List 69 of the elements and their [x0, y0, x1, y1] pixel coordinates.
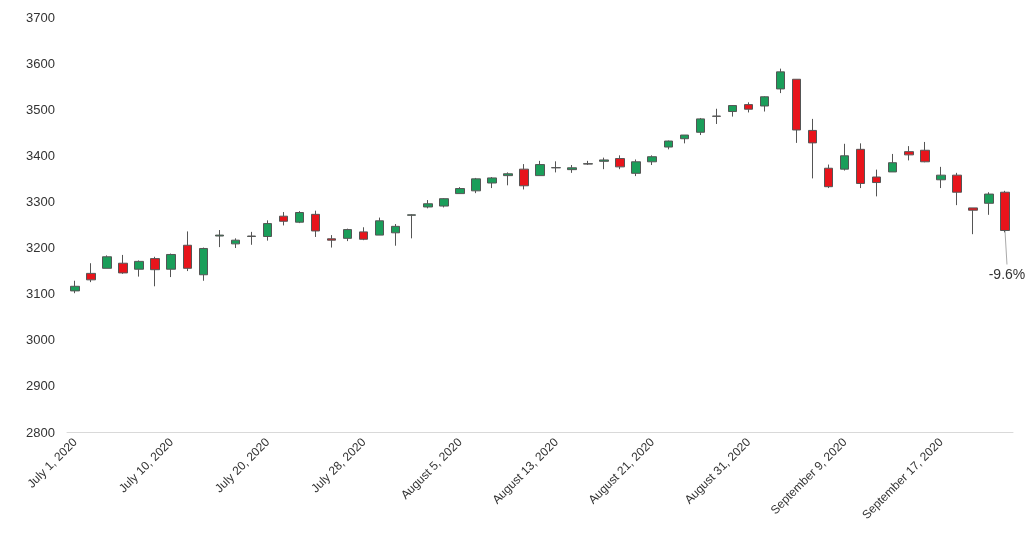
candlestick — [359, 226, 368, 241]
y-tick-label: 3300 — [26, 193, 55, 209]
candlestick — [295, 210, 304, 224]
candlestick — [631, 158, 641, 177]
candlestick — [551, 160, 561, 173]
y-tick-label: 3400 — [26, 147, 55, 163]
y-tick-label: 3000 — [26, 332, 55, 348]
y-tick-label: 2900 — [26, 378, 55, 394]
candlestick — [984, 191, 994, 216]
candlestick — [487, 176, 497, 189]
candlestick — [680, 134, 689, 144]
candlestick — [872, 169, 881, 197]
y-tick-label: 3700 — [26, 9, 55, 25]
candlestick — [183, 230, 192, 272]
candlestick — [134, 259, 144, 278]
candlestick — [423, 199, 433, 209]
candlestick — [519, 163, 529, 190]
candlestick — [407, 213, 416, 239]
candlestick — [968, 207, 978, 235]
candlestick — [263, 219, 272, 242]
candlestick — [840, 143, 849, 172]
candlestick — [279, 211, 288, 226]
candlestick — [664, 140, 673, 150]
y-tick-label: 2800 — [26, 424, 55, 440]
candlestick — [936, 166, 946, 189]
candlestick — [535, 160, 545, 177]
candlestick — [231, 237, 240, 249]
candlestick — [166, 253, 176, 278]
candlestick — [102, 254, 112, 269]
annotation: -9.6% — [988, 266, 1026, 283]
candlestick — [920, 141, 930, 163]
candlestick — [215, 229, 224, 248]
candlestick — [86, 262, 96, 283]
candlestick — [760, 95, 769, 113]
candlestick — [744, 101, 753, 113]
candlestick — [792, 78, 801, 144]
candlestick — [343, 228, 352, 242]
candlestick — [471, 177, 481, 194]
candlestick — [615, 154, 625, 170]
candlestick — [776, 68, 785, 94]
candlestick — [888, 153, 897, 173]
candlestick — [856, 142, 865, 189]
y-tick-label: 3100 — [26, 286, 55, 302]
candlestick — [728, 104, 737, 118]
candlestick — [391, 223, 400, 247]
candlestick — [503, 171, 513, 186]
candlestick — [247, 231, 256, 246]
y-tick-label: 3200 — [26, 240, 55, 256]
candlestick — [904, 145, 914, 161]
candlestick — [439, 197, 449, 208]
candlestick — [824, 164, 833, 189]
y-tick-label: 3600 — [26, 55, 55, 71]
candlestick — [150, 256, 160, 287]
candlestick — [375, 217, 384, 236]
candlestick — [567, 164, 577, 174]
candlestick — [70, 280, 80, 294]
y-tick-label: 3500 — [26, 101, 55, 117]
candlestick — [712, 108, 721, 125]
candlestick — [696, 117, 705, 136]
candlestick — [455, 186, 465, 195]
candlestick — [599, 157, 609, 170]
candlestick — [583, 160, 593, 166]
candlestick — [952, 172, 962, 206]
candlestick — [199, 247, 208, 282]
candlestick — [808, 118, 817, 179]
candlestick — [118, 254, 128, 275]
candlestick — [647, 154, 657, 166]
candlestick — [327, 234, 336, 249]
candlestick — [311, 210, 320, 238]
